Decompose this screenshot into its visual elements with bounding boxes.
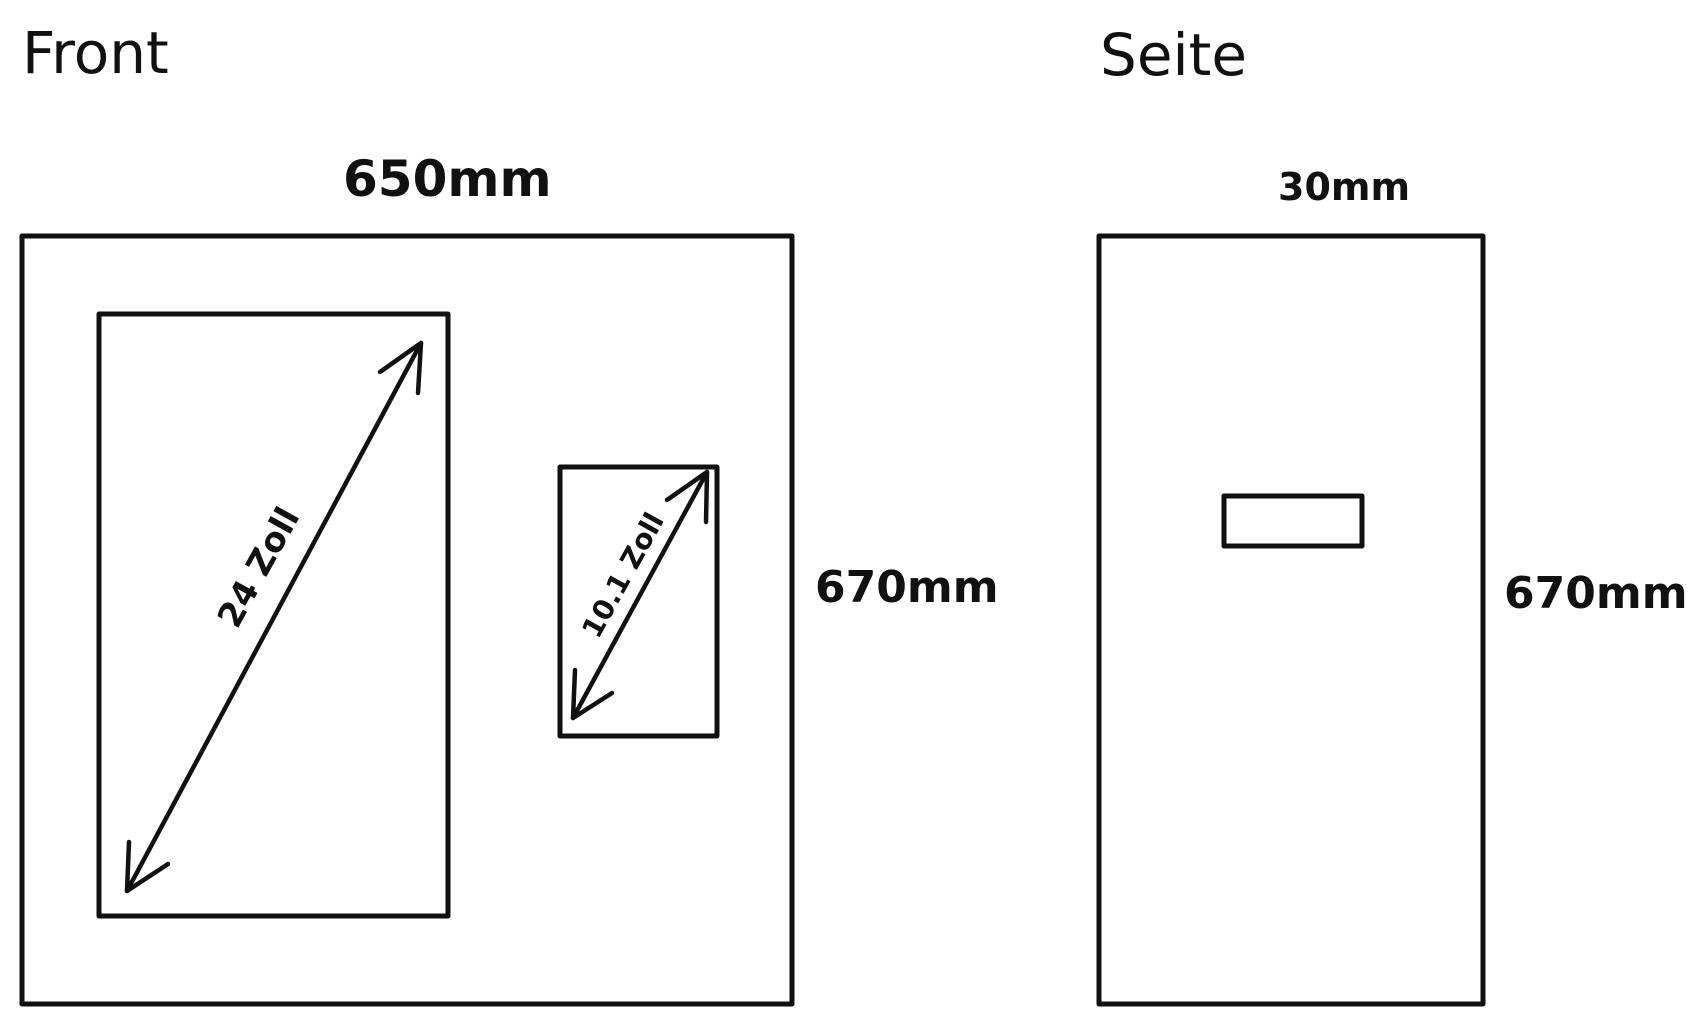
side-height-label: 670mm [1504, 568, 1688, 619]
small-screen-rect [557, 464, 720, 739]
front-outer-frame [19, 233, 795, 1007]
large-screen-diagonal-label: 24 Zoll [210, 501, 308, 635]
front-width-label: 650mm [343, 150, 552, 208]
large-screen-rect [96, 311, 451, 919]
large-screen-diagonal-arrow [124, 340, 424, 894]
side-view: Seite 30mm 670mm [1096, 21, 1688, 1007]
side-depth-label: 30mm [1278, 165, 1410, 209]
side-view-title: Seite [1100, 21, 1247, 89]
front-view-title: Front [22, 19, 169, 87]
front-view: Front 650mm 670mm 24 Zoll 10.1 Zoll [19, 19, 999, 1007]
small-screen-diagonal-arrow [570, 469, 710, 721]
front-height-label: 670mm [815, 562, 999, 613]
side-outer-frame [1096, 233, 1486, 1007]
side-small-rect [1221, 493, 1365, 549]
